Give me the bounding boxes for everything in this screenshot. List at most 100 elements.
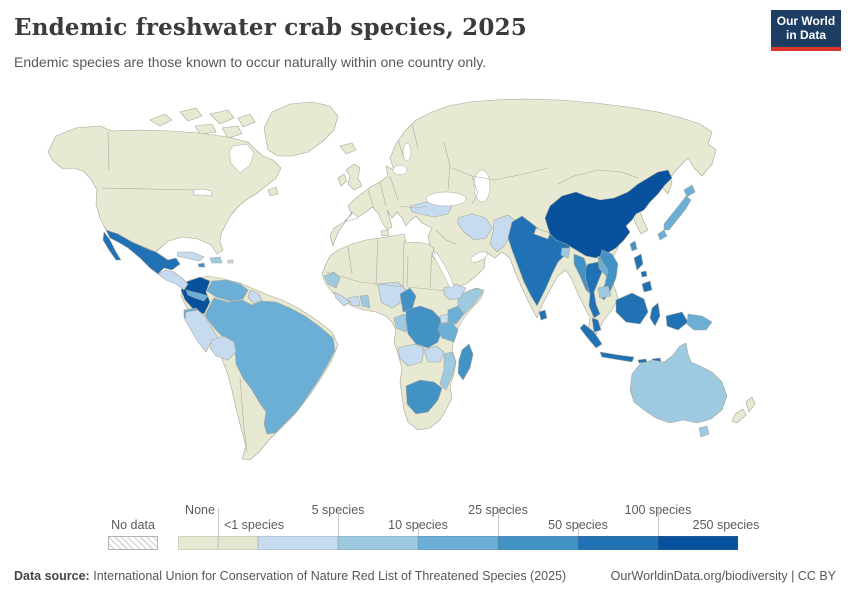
legend-bin-5-10[interactable] <box>338 536 418 550</box>
legend-tick-mark <box>658 508 659 536</box>
island-newfoundland[interactable] <box>267 186 279 197</box>
legend-bin-10-25[interactable] <box>418 536 498 550</box>
no-data-swatch[interactable] <box>108 536 158 550</box>
country-iceland[interactable] <box>339 142 357 155</box>
legend-bin-100-250[interactable] <box>658 536 738 550</box>
country-new-zealand[interactable] <box>745 396 756 413</box>
country-ethiopia[interactable] <box>443 283 467 301</box>
country-ireland[interactable] <box>337 173 348 187</box>
country-japan-hokkaido[interactable] <box>683 184 696 198</box>
legend-bin-<1[interactable] <box>218 536 258 550</box>
legend-tick-label: <1 species <box>223 518 285 532</box>
no-data-label: No data <box>111 518 155 532</box>
legend-tick-mark <box>418 523 419 536</box>
country-cuba[interactable] <box>176 251 205 262</box>
legend-bin-None[interactable] <box>178 536 218 550</box>
persian-gulf-water <box>470 251 488 263</box>
legend-bar <box>178 536 738 550</box>
country-greenland[interactable] <box>263 101 339 157</box>
country-hispaniola[interactable] <box>209 256 223 264</box>
country-venezuela[interactable] <box>206 279 249 302</box>
country-sierra-leone[interactable] <box>333 291 351 307</box>
country-mozambique[interactable] <box>439 351 457 391</box>
data-source-value[interactable]: International Union for Conservation of … <box>93 569 567 583</box>
legend-tick-mark <box>218 508 219 536</box>
site-credit-link[interactable]: OurWorldinData.org/biodiversity | CC BY <box>610 569 836 583</box>
island-sumatra[interactable] <box>579 323 603 349</box>
country-nepal[interactable] <box>533 227 551 240</box>
legend-bin-50-100[interactable] <box>578 536 658 550</box>
data-source-line[interactable]: Data source: International Union for Con… <box>14 569 566 583</box>
country-sri-lanka[interactable] <box>538 309 548 321</box>
country-cambodia[interactable] <box>597 285 612 299</box>
region-senegal-guinea[interactable] <box>323 271 341 289</box>
country-somalia[interactable] <box>457 287 484 315</box>
legend-tick-label: None <box>185 503 215 517</box>
black-sea-water <box>425 191 467 207</box>
arctic-island[interactable] <box>209 109 235 125</box>
country-japan-honshu[interactable] <box>663 195 692 231</box>
country-pakistan[interactable] <box>489 214 518 253</box>
country-malaysia-peninsula[interactable] <box>591 317 602 333</box>
arctic-island[interactable] <box>149 113 173 127</box>
country-dr-congo[interactable] <box>405 305 443 349</box>
country-madagascar[interactable] <box>457 343 474 381</box>
legend-tick-label: 250 species <box>692 518 760 532</box>
region-guatemala-honduras[interactable] <box>157 269 189 291</box>
country-angola[interactable] <box>397 343 425 367</box>
island-visayas[interactable] <box>640 270 648 278</box>
country-united-kingdom[interactable] <box>345 163 363 191</box>
island-mindanao[interactable] <box>641 280 653 293</box>
island-java[interactable] <box>599 351 635 363</box>
gulf-of-bothnia-water <box>402 142 412 162</box>
country-bangladesh[interactable] <box>560 247 571 259</box>
island-tasmania[interactable] <box>698 425 710 438</box>
legend-tick-mark <box>498 508 499 536</box>
hudson-bay-water <box>228 143 255 174</box>
country-iran[interactable] <box>457 213 493 241</box>
country-taiwan[interactable] <box>629 240 638 252</box>
country-tanzania[interactable] <box>437 321 459 343</box>
country-australia[interactable] <box>629 342 728 424</box>
legend-tick-mark <box>578 523 579 536</box>
arctic-island[interactable] <box>221 125 243 139</box>
country-peru[interactable] <box>184 309 219 353</box>
legend-labels: No data None <1 species 5 species 10 specie… <box>0 503 850 551</box>
country-mexico-baja[interactable] <box>102 231 122 261</box>
country-papua-new-guinea[interactable] <box>686 313 713 331</box>
baltic-sea-water <box>392 164 408 176</box>
page-title: Endemic freshwater crab species, 2025 <box>14 14 527 41</box>
arctic-island[interactable] <box>179 107 203 122</box>
country-japan-kyushu[interactable] <box>657 229 668 241</box>
region-costa-rica-panama[interactable] <box>185 289 209 302</box>
country-kenya[interactable] <box>447 305 465 325</box>
island-sulawesi[interactable] <box>649 302 661 327</box>
country-mexico[interactable] <box>105 229 181 275</box>
arctic-island[interactable] <box>194 123 217 135</box>
region-west-papua[interactable] <box>665 311 689 331</box>
country-jamaica[interactable] <box>197 262 206 268</box>
legend-bin-25-50[interactable] <box>498 536 578 550</box>
country-ghana[interactable] <box>359 294 371 309</box>
arctic-island[interactable] <box>237 113 256 128</box>
legend-tick-mark <box>338 508 339 536</box>
country-puerto-rico[interactable] <box>227 259 234 264</box>
owid-logo-line2: in Data <box>785 28 826 42</box>
owid-logo[interactable]: Our World in Data <box>771 10 841 51</box>
great-lakes-water <box>193 188 213 197</box>
country-zambia[interactable] <box>423 345 445 363</box>
red-sea-water <box>432 251 455 289</box>
country-new-zealand[interactable] <box>731 408 747 424</box>
country-guyana[interactable] <box>247 289 263 305</box>
island-sicily[interactable] <box>380 229 390 237</box>
country-ivory-coast[interactable] <box>347 295 361 307</box>
country-china[interactable] <box>544 169 673 259</box>
legend-bin-1-5[interactable] <box>258 536 338 550</box>
country-south-africa[interactable] <box>405 379 443 415</box>
country-bolivia[interactable] <box>209 335 237 361</box>
country-thailand[interactable] <box>584 261 603 319</box>
island-luzon[interactable] <box>633 253 644 271</box>
island-borneo[interactable] <box>615 292 649 325</box>
country-cameroon[interactable] <box>399 287 417 313</box>
